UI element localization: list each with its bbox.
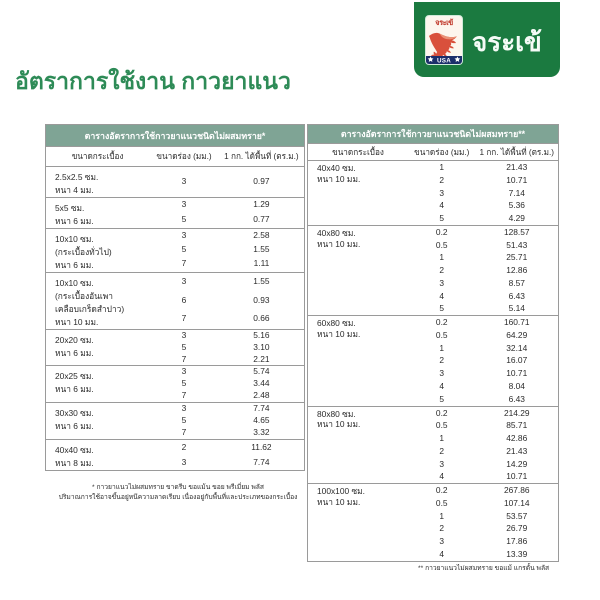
svg-text:USA: USA [437, 57, 451, 64]
